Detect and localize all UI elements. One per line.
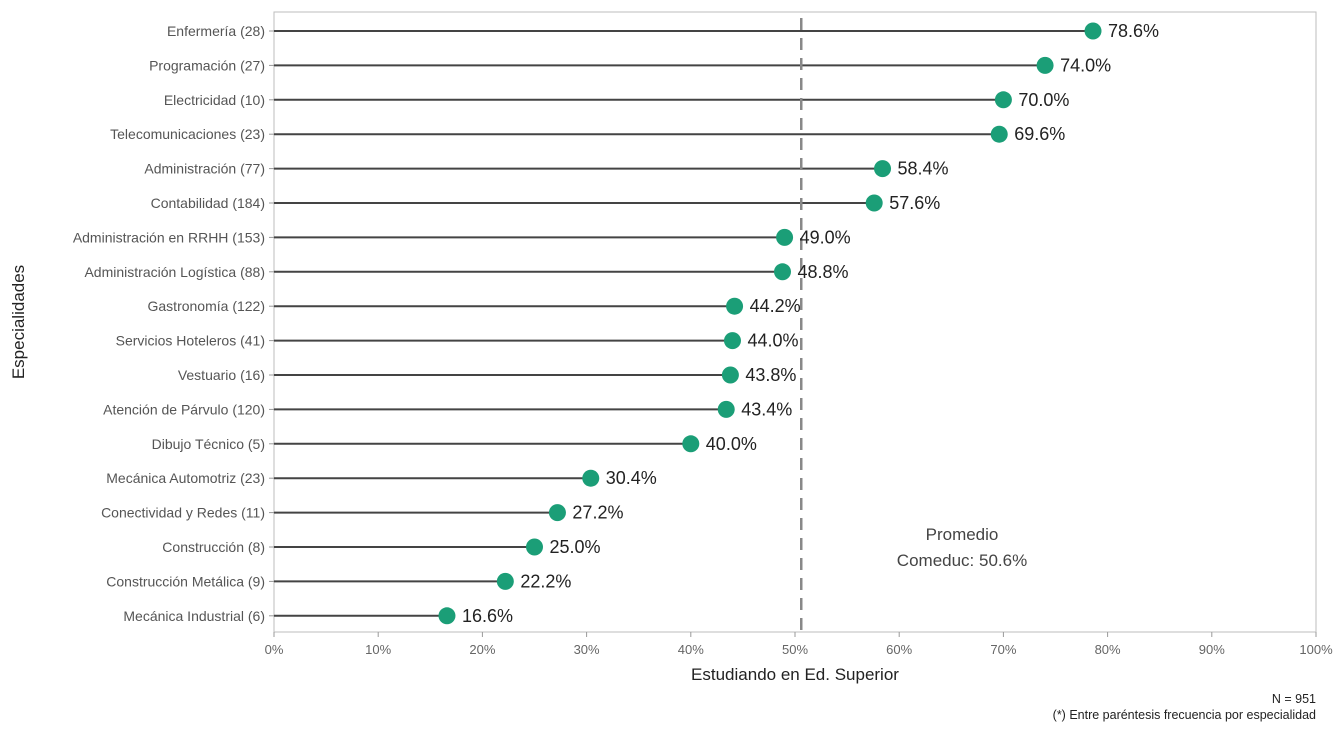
lollipop-dot — [721, 366, 739, 384]
category-label: Administración (77) — [144, 161, 265, 177]
category-label: Mecánica Industrial (6) — [123, 608, 265, 624]
category-label: Construcción (8) — [162, 539, 265, 555]
lollipop-dot — [723, 332, 741, 350]
x-tick-label: 50% — [782, 642, 808, 657]
category-label: Administración en RRHH (153) — [73, 229, 265, 245]
lollipop-dot — [438, 607, 456, 625]
x-tick-label: 20% — [469, 642, 495, 657]
footnote: (*) Entre paréntesis frecuencia por espe… — [1052, 708, 1316, 722]
lollipop-dot — [1084, 22, 1102, 40]
x-axis-title: Estudiando en Ed. Superior — [691, 665, 899, 684]
x-tick-label: 90% — [1199, 642, 1225, 657]
category-label: Dibujo Técnico (5) — [152, 436, 265, 452]
value-label: 48.8% — [797, 262, 848, 282]
sample-size-note: N = 951 — [1271, 692, 1316, 706]
value-label: 16.6% — [462, 606, 513, 626]
lollipop-dot — [582, 469, 600, 487]
x-tick-label: 0% — [265, 642, 284, 657]
lollipop-dot — [865, 194, 883, 212]
lollipop-dot — [726, 297, 744, 315]
category-label: Construcción Metálica (9) — [106, 573, 265, 589]
value-label: 43.4% — [741, 399, 792, 419]
category-label: Contabilidad (184) — [151, 195, 265, 211]
lollipop-dot — [682, 435, 700, 453]
x-tick-label: 60% — [886, 642, 912, 657]
value-label: 30.4% — [606, 468, 657, 488]
value-label: 78.6% — [1108, 21, 1159, 41]
average-label-line2: Comeduc: 50.6% — [897, 551, 1027, 570]
lollipop-dot — [548, 504, 566, 522]
value-label: 44.2% — [750, 296, 801, 316]
x-tick-label: 70% — [990, 642, 1016, 657]
lollipop-dot — [994, 91, 1012, 109]
lollipop-dot — [1036, 56, 1054, 74]
average-label-line1: Promedio — [926, 525, 999, 544]
plot-panel — [273, 11, 1317, 633]
category-label: Mecánica Automotriz (23) — [106, 470, 265, 486]
x-tick-label: 100% — [1299, 642, 1333, 657]
category-label: Programación (27) — [149, 57, 265, 73]
category-label: Atención de Párvulo (120) — [103, 401, 265, 417]
value-label: 25.0% — [550, 537, 601, 557]
category-label: Enfermería (28) — [167, 23, 265, 39]
value-label: 69.6% — [1014, 124, 1065, 144]
y-axis-title: Especialidades — [9, 265, 28, 379]
value-label: 27.2% — [572, 503, 623, 523]
value-label: 74.0% — [1060, 55, 1111, 75]
category-label: Servicios Hoteleros (41) — [116, 333, 265, 349]
value-label: 57.6% — [889, 193, 940, 213]
x-tick-label: 30% — [574, 642, 600, 657]
value-label: 70.0% — [1018, 90, 1069, 110]
category-label: Administración Logística (88) — [84, 264, 265, 280]
category-label: Telecomunicaciones (23) — [110, 126, 265, 142]
lollipop-dot — [526, 538, 543, 556]
x-tick-label: 80% — [1095, 642, 1121, 657]
category-label: Vestuario (16) — [178, 367, 265, 383]
x-tick-label: 10% — [365, 642, 391, 657]
lollipop-dot — [773, 263, 791, 281]
category-label: Electricidad (10) — [164, 92, 265, 108]
value-label: 44.0% — [747, 331, 798, 351]
lollipop-dot — [990, 125, 1008, 143]
category-label: Conectividad y Redes (11) — [101, 505, 265, 521]
lollipop-dot — [874, 160, 892, 178]
value-label: 49.0% — [800, 227, 851, 247]
x-tick-label: 40% — [678, 642, 704, 657]
value-label: 58.4% — [898, 159, 949, 179]
lollipop-dot — [776, 228, 794, 246]
value-label: 22.2% — [520, 571, 571, 591]
value-label: 43.8% — [745, 365, 796, 385]
value-label: 40.0% — [706, 434, 757, 454]
lollipop-dot — [496, 572, 514, 590]
lollipop-dot — [717, 400, 735, 418]
category-label: Gastronomía (122) — [148, 298, 266, 314]
